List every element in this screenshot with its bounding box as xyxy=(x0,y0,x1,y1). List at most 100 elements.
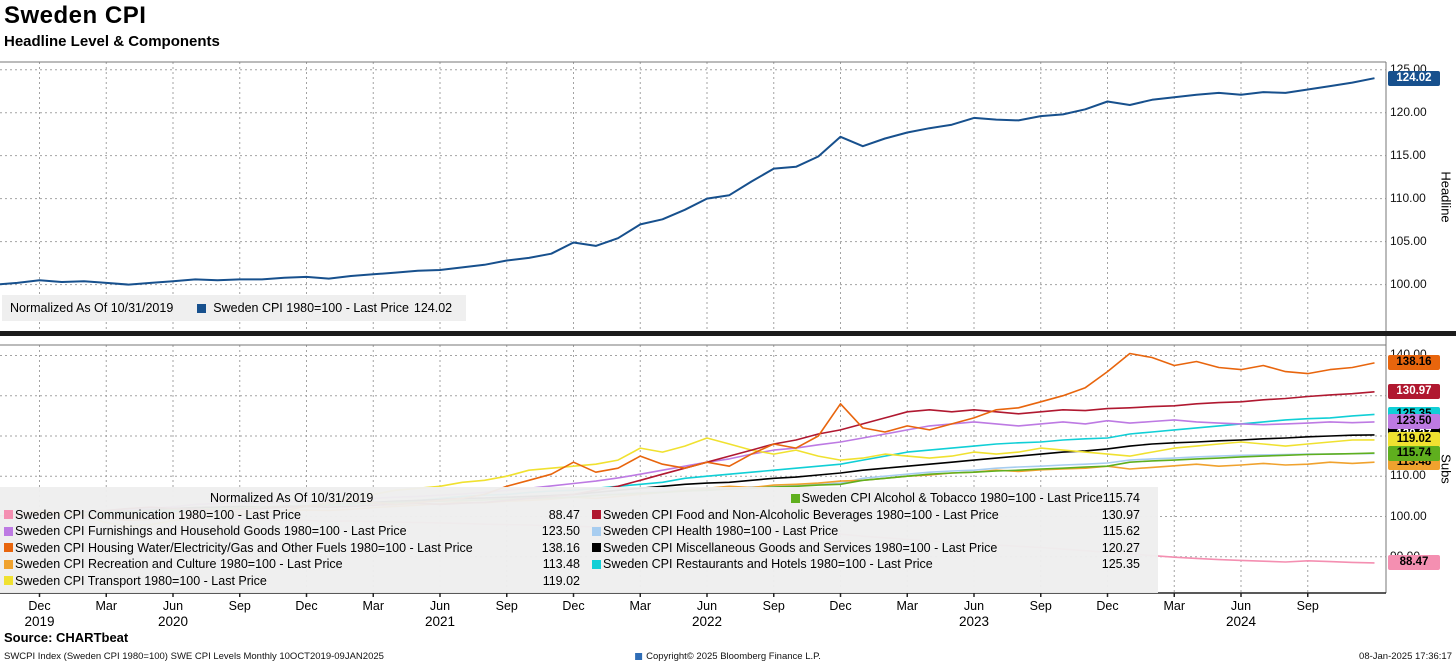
series-line-headline xyxy=(0,77,1375,286)
legend-row: Normalized As Of 10/31/2019 Sweden CPI Al… xyxy=(4,490,1152,507)
series-swatch xyxy=(592,526,601,536)
x-axis-label: Mar xyxy=(362,599,385,613)
last-price-badge-alcohol: 115.74 xyxy=(1388,445,1440,461)
x-axis-label: Jun xyxy=(429,599,451,613)
series-swatch xyxy=(4,576,13,586)
legend-item-value: 123.50 xyxy=(541,524,580,539)
x-axis-label: Jun xyxy=(162,599,184,613)
y-axis-label: 115.00 xyxy=(1390,147,1426,162)
legend-item[interactable]: Sweden CPI Food and Non-Alcoholic Bevera… xyxy=(592,508,1152,522)
normalized-label: Normalized As Of 10/31/2019 xyxy=(10,301,174,315)
x-axis-year-label: 2022 xyxy=(691,614,723,629)
headline-legend: Normalized As Of 10/31/2019 Sweden CPI 1… xyxy=(2,295,467,321)
legend-item-value: 125.35 xyxy=(1101,557,1140,572)
series-swatch xyxy=(4,543,13,553)
x-axis-label: Dec xyxy=(829,599,852,613)
series-swatch xyxy=(4,526,13,536)
panel-divider xyxy=(0,331,1456,336)
legend-item-headline[interactable]: Sweden CPI 1980=100 - Last Price 124.02 xyxy=(197,301,452,315)
last-price-badge-headline: 124.02 xyxy=(1388,70,1440,86)
legend-item-label: Sweden CPI Recreation and Culture 1980=1… xyxy=(15,557,343,572)
legend-row: Sweden CPI Recreation and Culture 1980=1… xyxy=(4,556,1152,573)
legend-item-value: 138.16 xyxy=(541,540,580,555)
legend-item[interactable]: Sweden CPI Housing Water/Electricity/Gas… xyxy=(4,541,592,555)
legend-item-label: Sweden CPI Housing Water/Electricity/Gas… xyxy=(15,540,473,555)
normalized-label: Normalized As Of 10/31/2019 xyxy=(210,491,374,506)
x-axis-year-label: 2021 xyxy=(424,614,456,629)
legend-item-value: 113.48 xyxy=(542,557,580,572)
legend-item[interactable]: Sweden CPI Transport 1980=100 - Last Pri… xyxy=(4,574,592,588)
legend-item-label: Sweden CPI Health 1980=100 - Last Price xyxy=(603,524,839,539)
last-price-badge-housing: 138.16 xyxy=(1388,355,1440,371)
x-axis-label: Jun xyxy=(963,599,985,613)
legend-item[interactable]: Sweden CPI Furnishings and Household Goo… xyxy=(4,524,592,538)
last-price-badge-communication: 88.47 xyxy=(1388,555,1440,571)
x-axis-label: Dec xyxy=(295,599,318,613)
y-axis-label: 100.00 xyxy=(1390,508,1427,523)
x-axis-label: Mar xyxy=(95,599,118,613)
y-axis-label: 120.00 xyxy=(1390,104,1427,119)
legend-row: Sweden CPI Housing Water/Electricity/Gas… xyxy=(4,540,1152,557)
legend-item[interactable]: Sweden CPI Recreation and Culture 1980=1… xyxy=(4,557,592,571)
x-axis-label: Jun xyxy=(1230,599,1252,613)
series-swatch xyxy=(197,303,207,313)
x-axis-label: Sep xyxy=(228,599,251,613)
footer-timestamp: 08-Jan-2025 17:36:17 xyxy=(1359,651,1452,662)
x-axis-label: Sep xyxy=(762,599,785,613)
x-axis-label: Dec xyxy=(562,599,585,613)
last-price-badge-food: 130.97 xyxy=(1388,384,1440,400)
legend-item[interactable]: Sweden CPI Communication 1980=100 - Last… xyxy=(4,508,592,522)
source-label: Source: CHARTbeat xyxy=(4,630,129,645)
legend-row: Sweden CPI Transport 1980=100 - Last Pri… xyxy=(4,573,1152,590)
last-price-badge-furnishings: 123.50 xyxy=(1388,414,1440,430)
legend-item-label: Sweden CPI Restaurants and Hotels 1980=1… xyxy=(603,557,933,572)
panel-axis-title: Headline xyxy=(1438,170,1454,223)
series-swatch xyxy=(4,559,13,569)
components-legend: Normalized As Of 10/31/2019 Sweden CPI Al… xyxy=(0,487,1158,593)
y-axis-label: 110.00 xyxy=(1390,190,1426,205)
legend-item-value: 119.02 xyxy=(542,573,580,588)
chart-subtitle: Headline Level & Components xyxy=(4,33,220,50)
x-axis-year-label: 2023 xyxy=(958,614,990,629)
x-axis-label: Sep xyxy=(495,599,518,613)
x-axis-year-label: 2020 xyxy=(157,614,189,629)
legend-item-label: Sweden CPI Communication 1980=100 - Last… xyxy=(15,507,301,522)
footer-security-info: SWCPI Index (Sweden CPI 1980=100) SWE CP… xyxy=(4,651,384,662)
x-axis-label: Dec xyxy=(1096,599,1119,613)
legend-item-label: Sweden CPI Furnishings and Household Goo… xyxy=(15,524,407,539)
page-title: Sweden CPI xyxy=(4,2,147,29)
legend-item[interactable]: Sweden CPI Alcohol & Tobacco 1980=100 - … xyxy=(790,491,1152,506)
series-swatch xyxy=(592,543,601,553)
last-price-badge-transport: 119.02 xyxy=(1388,432,1440,448)
x-axis-label: Jun xyxy=(696,599,718,613)
legend-item-label: Sweden CPI Alcohol & Tobacco 1980=100 - … xyxy=(801,491,1103,506)
x-axis-label: Sep xyxy=(1296,599,1319,613)
x-axis-label: Mar xyxy=(1163,599,1186,613)
series-swatch xyxy=(4,510,13,520)
y-axis-label: 100.00 xyxy=(1390,276,1427,291)
legend-item-label: Sweden CPI Miscellaneous Goods and Servi… xyxy=(603,540,998,555)
x-axis-year-label: 2024 xyxy=(1225,614,1257,629)
legend-item[interactable]: Sweden CPI Health 1980=100 - Last Price 1… xyxy=(592,524,1152,538)
legend-item-label: Sweden CPI 1980=100 - Last Price xyxy=(213,301,409,315)
legend-item-value: 88.47 xyxy=(548,507,580,522)
marker-icon xyxy=(635,653,643,660)
legend-item-value: 115.74 xyxy=(1102,491,1140,506)
series-swatch xyxy=(592,559,601,569)
x-axis-label: Mar xyxy=(629,599,652,613)
legend-item-label: Sweden CPI Food and Non-Alcoholic Bevera… xyxy=(603,507,999,522)
footer-copyright: Copyright© 2025 Bloomberg Finance L.P. xyxy=(635,651,821,662)
legend-item-label: Sweden CPI Transport 1980=100 - Last Pri… xyxy=(15,573,267,588)
x-axis-label: Mar xyxy=(896,599,919,613)
legend-item[interactable]: Sweden CPI Restaurants and Hotels 1980=1… xyxy=(592,557,1152,571)
series-swatch xyxy=(592,510,601,520)
x-axis-label: Sep xyxy=(1029,599,1052,613)
x-axis-label: Dec xyxy=(28,599,51,613)
legend-item-value: 120.27 xyxy=(1101,540,1140,555)
legend-item-value: 124.02 xyxy=(413,301,453,315)
y-axis-label: 105.00 xyxy=(1390,233,1427,248)
x-axis-year-label: 2019 xyxy=(24,614,55,629)
legend-item[interactable]: Sweden CPI Miscellaneous Goods and Servi… xyxy=(592,541,1152,555)
legend-row: Sweden CPI Communication 1980=100 - Last… xyxy=(4,507,1152,524)
